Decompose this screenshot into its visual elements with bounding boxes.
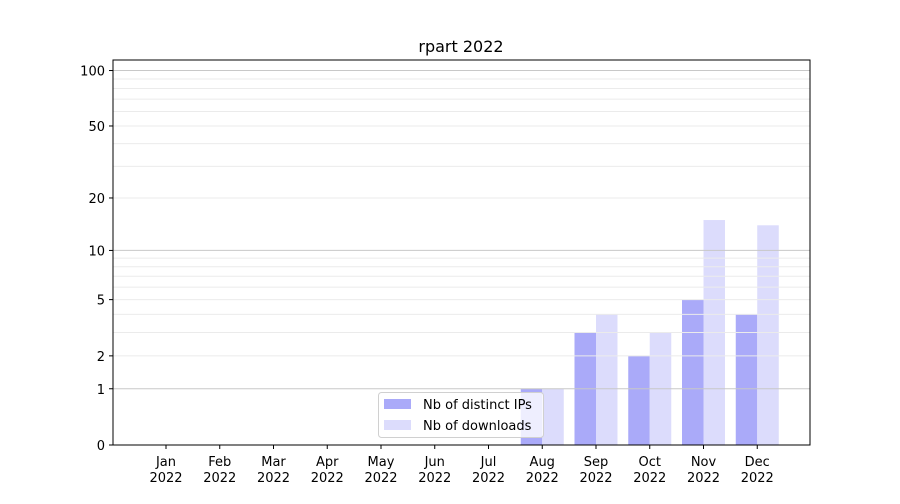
x-tick-label: Jan 2022 bbox=[149, 455, 182, 486]
bar-downloads bbox=[757, 225, 779, 445]
y-tick-label: 50 bbox=[88, 120, 105, 135]
x-tick-label: May 2022 bbox=[364, 455, 397, 486]
legend-label: Nb of downloads bbox=[423, 419, 532, 434]
x-tick-label: Dec 2022 bbox=[741, 455, 774, 486]
bar-distinct-ips bbox=[628, 355, 650, 445]
chart-title: rpart 2022 bbox=[418, 37, 503, 56]
bar-distinct-ips bbox=[735, 314, 758, 445]
legend-swatch bbox=[384, 399, 411, 409]
legend-box bbox=[378, 392, 544, 438]
bar-distinct-ips bbox=[682, 299, 704, 445]
x-tick-label: Apr 2022 bbox=[311, 455, 344, 486]
legend-label: Nb of distinct IPs bbox=[423, 398, 532, 413]
x-tick-label: Aug 2022 bbox=[526, 455, 559, 486]
x-tick-label: Mar 2022 bbox=[257, 455, 290, 486]
legend-swatch bbox=[384, 420, 411, 430]
bar-downloads bbox=[596, 314, 618, 445]
y-tick-label: 10 bbox=[88, 244, 105, 259]
legend: Nb of distinct IPs Nb of downloads bbox=[378, 392, 544, 438]
y-tick-label: 100 bbox=[80, 65, 105, 80]
y-tick-label: 0 bbox=[97, 439, 105, 454]
y-tick-label: 20 bbox=[88, 192, 105, 207]
y-tick-label: 2 bbox=[97, 350, 105, 365]
x-tick-label: Feb 2022 bbox=[203, 455, 236, 486]
x-tick-label: Jun 2022 bbox=[418, 455, 451, 486]
x-tick-label: Nov 2022 bbox=[687, 455, 720, 486]
bar-downloads bbox=[542, 388, 564, 445]
x-tick-label: Sep 2022 bbox=[579, 455, 612, 486]
x-tick-label: Oct 2022 bbox=[633, 455, 666, 486]
y-tick-label: 5 bbox=[97, 294, 105, 309]
y-tick-label: 1 bbox=[97, 383, 105, 398]
x-tick-label: Jul 2022 bbox=[472, 455, 505, 486]
plot-frame bbox=[112, 59, 811, 446]
